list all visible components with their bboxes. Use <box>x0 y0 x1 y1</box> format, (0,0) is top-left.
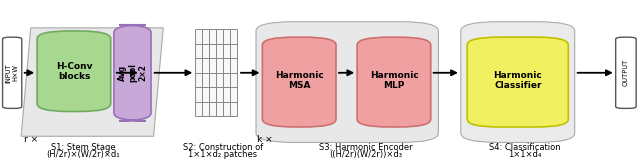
Bar <box>230 102 237 116</box>
Text: S2: Construction of: S2: Construction of <box>182 143 263 152</box>
FancyBboxPatch shape <box>467 37 568 127</box>
FancyBboxPatch shape <box>114 25 151 121</box>
Bar <box>230 58 237 73</box>
Bar <box>195 29 202 44</box>
Text: Harmonic
MLP: Harmonic MLP <box>370 71 419 90</box>
Text: 1×1×d₂ patches: 1×1×d₂ patches <box>188 150 257 159</box>
Bar <box>202 73 209 87</box>
Bar <box>195 87 202 102</box>
FancyBboxPatch shape <box>262 37 336 127</box>
Bar <box>202 44 209 58</box>
Bar <box>230 73 237 87</box>
Polygon shape <box>21 28 163 136</box>
Text: S4: Classification: S4: Classification <box>489 143 561 152</box>
Bar <box>216 102 223 116</box>
Bar <box>202 29 209 44</box>
Text: Harmonic
MSA: Harmonic MSA <box>275 71 324 90</box>
Text: Avg
pool
2×2: Avg pool 2×2 <box>118 63 147 82</box>
Bar <box>209 73 216 87</box>
Bar <box>209 29 216 44</box>
FancyBboxPatch shape <box>461 22 575 142</box>
Bar <box>223 58 230 73</box>
Bar <box>209 102 216 116</box>
Bar <box>195 44 202 58</box>
Text: S1: Stem Stage: S1: Stem Stage <box>51 143 115 152</box>
Bar <box>202 87 209 102</box>
Text: 1×1×d₄: 1×1×d₄ <box>508 150 541 159</box>
Bar <box>223 29 230 44</box>
FancyBboxPatch shape <box>616 37 636 108</box>
Bar <box>202 102 209 116</box>
FancyBboxPatch shape <box>256 22 438 142</box>
Text: S3: Harmonic Encoder: S3: Harmonic Encoder <box>319 143 413 152</box>
Bar <box>216 58 223 73</box>
FancyBboxPatch shape <box>357 37 431 127</box>
Bar <box>216 87 223 102</box>
Text: INPUT
H×W: INPUT H×W <box>6 63 19 83</box>
Bar <box>223 73 230 87</box>
Bar <box>230 87 237 102</box>
Bar <box>209 58 216 73</box>
Bar <box>209 44 216 58</box>
Bar <box>216 29 223 44</box>
Bar <box>202 58 209 73</box>
Bar <box>223 102 230 116</box>
Bar <box>195 58 202 73</box>
Bar <box>195 73 202 87</box>
Text: k ×: k × <box>257 135 273 144</box>
FancyBboxPatch shape <box>3 37 22 108</box>
FancyBboxPatch shape <box>37 31 111 111</box>
Text: (H/2r)×(W/2r)×d₁: (H/2r)×(W/2r)×d₁ <box>46 150 120 159</box>
Bar <box>216 73 223 87</box>
Bar <box>230 29 237 44</box>
Text: Harmonic
Classifier: Harmonic Classifier <box>493 71 542 90</box>
Text: OUTPUT: OUTPUT <box>623 59 629 86</box>
Text: ((H/2r)(W/2r))×d₃: ((H/2r)(W/2r))×d₃ <box>330 150 403 159</box>
Text: H-Conv
blocks: H-Conv blocks <box>56 61 93 81</box>
Bar <box>223 87 230 102</box>
Bar <box>209 87 216 102</box>
Bar <box>216 44 223 58</box>
Bar <box>195 102 202 116</box>
Bar <box>223 44 230 58</box>
Text: r ×: r × <box>24 135 38 144</box>
Bar <box>230 44 237 58</box>
